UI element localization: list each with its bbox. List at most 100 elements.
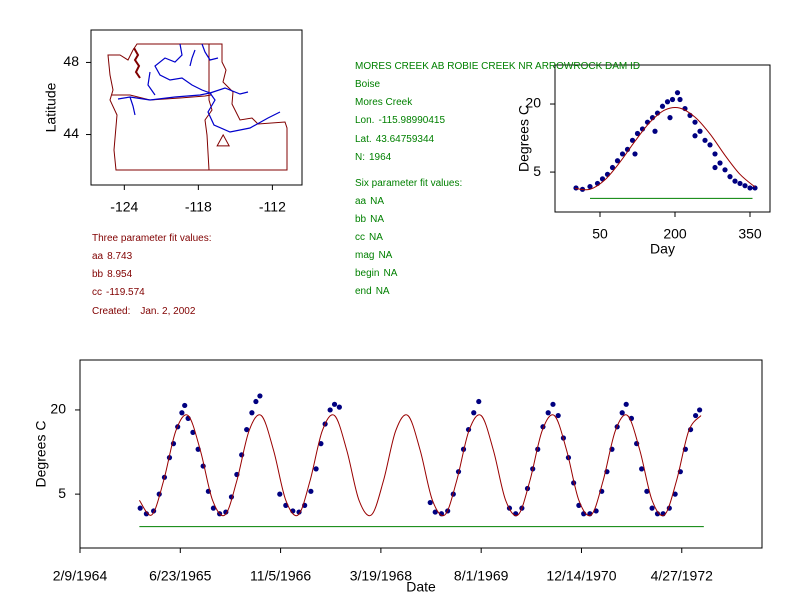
y-axis-label: Latitude	[43, 82, 59, 132]
plot-frame	[90, 29, 303, 186]
six-fit-heading-part: Six parameter fit values:	[355, 178, 462, 189]
three-fit-param-part: aa	[92, 251, 104, 262]
data-point	[432, 509, 438, 515]
x-tick-label: 6/23/1965	[149, 568, 211, 584]
created-part: Jan. 2, 2002	[140, 306, 195, 317]
data-point	[702, 137, 708, 143]
data-point	[672, 491, 678, 497]
station-n-part: N:	[355, 152, 365, 163]
y-tick-label: 5	[58, 485, 66, 501]
created-part: Created:	[92, 306, 130, 317]
station-lon-part: -115.98990415	[378, 115, 445, 126]
data-point	[555, 412, 561, 419]
data-point	[257, 393, 263, 399]
station-lat-part: Lat.	[355, 134, 372, 145]
data-point	[331, 401, 338, 407]
three-fit-heading-part: Three parameter fit values:	[92, 233, 212, 244]
x-tick-label: -118	[185, 199, 212, 215]
data-point	[623, 401, 629, 407]
six-fit-param-part: bb	[355, 214, 367, 225]
river	[147, 71, 156, 96]
data-point	[692, 119, 698, 125]
data-point	[677, 96, 683, 103]
y-axis-label: Degrees C	[516, 105, 532, 172]
x-tick-label: 3/19/1968	[350, 568, 412, 584]
six-fit-param: aa NA	[355, 196, 384, 207]
six-fit-param-part: cc	[355, 232, 365, 243]
data-point	[644, 488, 650, 494]
data-point	[722, 167, 728, 173]
river	[209, 87, 249, 95]
data-point	[190, 429, 196, 435]
station-lat: Lat. 43.64759344	[355, 134, 435, 145]
data-point	[697, 128, 703, 134]
data-point	[619, 410, 625, 416]
data-point	[707, 142, 713, 148]
x-tick-label: 350	[738, 226, 762, 242]
created: Created: Jan. 2, 2002	[92, 306, 196, 317]
plot-frame	[554, 64, 771, 213]
data-point	[742, 183, 748, 189]
data-point	[599, 176, 606, 182]
three-fit-param: aa 8.743	[92, 251, 133, 262]
station-stream-part: Mores Creek	[355, 97, 413, 108]
six-fit-param-part: aa	[355, 196, 367, 207]
data-point	[143, 511, 149, 517]
x-tick-label: 12/14/1970	[546, 568, 616, 584]
data-point	[249, 410, 255, 416]
data-point	[727, 174, 733, 180]
data-point	[712, 151, 718, 157]
data-point	[210, 505, 216, 511]
six-fit-param: cc NA	[355, 232, 383, 243]
data-point	[182, 402, 188, 409]
river	[129, 96, 136, 116]
y-tick-label: 44	[63, 125, 79, 141]
three-fit-param-part: 8.954	[107, 269, 132, 280]
data-point	[667, 115, 673, 121]
x-tick-label: 4/27/1972	[651, 568, 713, 584]
data-point	[277, 491, 283, 497]
plot-frame	[79, 359, 763, 549]
data-point	[476, 398, 482, 405]
data-point	[471, 410, 477, 416]
x-tick-label: 200	[663, 226, 687, 242]
station-n: N: 1964	[355, 152, 392, 163]
data-point	[604, 171, 611, 177]
station-region-part: Boise	[355, 79, 380, 90]
data-point	[639, 466, 645, 472]
state-border	[112, 94, 212, 101]
y-tick-label: 48	[63, 53, 79, 69]
three-fit-param: cc -119.574	[92, 287, 145, 298]
puget-sound	[133, 47, 141, 79]
data-point	[649, 505, 655, 511]
data-point	[634, 130, 641, 137]
x-tick-label: -112	[259, 199, 286, 215]
data-point	[693, 412, 699, 419]
data-point	[732, 178, 738, 184]
six-fit-param-part: NA	[376, 286, 390, 297]
x-axis-label: Date	[406, 579, 436, 595]
three-fit-param: bb 8.954	[92, 269, 133, 280]
data-point	[614, 158, 621, 164]
x-axis-label: Day	[650, 241, 675, 257]
data-point	[587, 183, 593, 190]
x-tick-label: 8/1/1969	[454, 568, 509, 584]
six-fit-param: bb NA	[355, 214, 384, 225]
data-point	[545, 410, 551, 416]
six-fit-param-part: end	[355, 286, 372, 297]
station-title: MORES CREEK AB ROBIE CREEK NR ARROWROCK …	[355, 61, 640, 72]
data-point	[737, 180, 743, 187]
data-point	[313, 466, 319, 472]
data-point	[697, 407, 703, 413]
x-tick-label: 2/9/1964	[53, 568, 108, 584]
six-fit-param-part: NA	[383, 268, 397, 279]
data-point	[629, 137, 636, 143]
three-fit-param-part: cc	[92, 287, 102, 298]
data-point	[179, 410, 185, 416]
data-point	[664, 99, 671, 105]
station-region: Boise	[355, 79, 380, 90]
data-point	[747, 185, 753, 191]
three-fit-param-part: bb	[92, 269, 104, 280]
site-marker	[216, 133, 230, 147]
data-point	[244, 426, 250, 433]
